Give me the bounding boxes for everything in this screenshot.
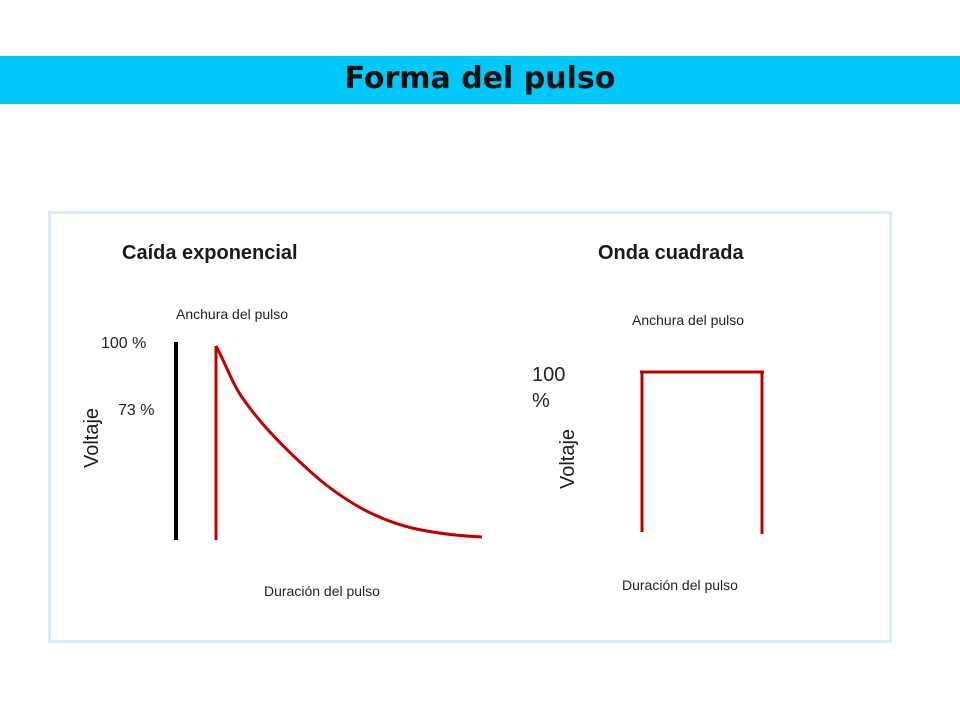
title-bar (0, 56, 960, 104)
diagram-panel (48, 211, 892, 643)
square-wave-heading: Onda cuadrada (598, 242, 744, 264)
exponential-pulse-duration-label: Duración del pulso (264, 583, 380, 599)
page-title: Forma del pulso (344, 61, 616, 96)
exponential-level-100-label: 100 % (101, 335, 147, 352)
exponential-decay-curve (214, 345, 483, 539)
exponential-level-73-label: 73 % (118, 402, 155, 419)
square-pulse-duration-label: Duración del pulso (622, 577, 738, 593)
square-pulse-width-label: Anchura del pulso (632, 312, 745, 328)
exponential-pulse-width-label: Anchura del pulso (176, 306, 289, 322)
exponential-decay-heading: Caída exponencial (122, 242, 298, 264)
square-level-percent-sign: % (532, 390, 550, 412)
square-level-100-value: 100 (532, 364, 566, 386)
